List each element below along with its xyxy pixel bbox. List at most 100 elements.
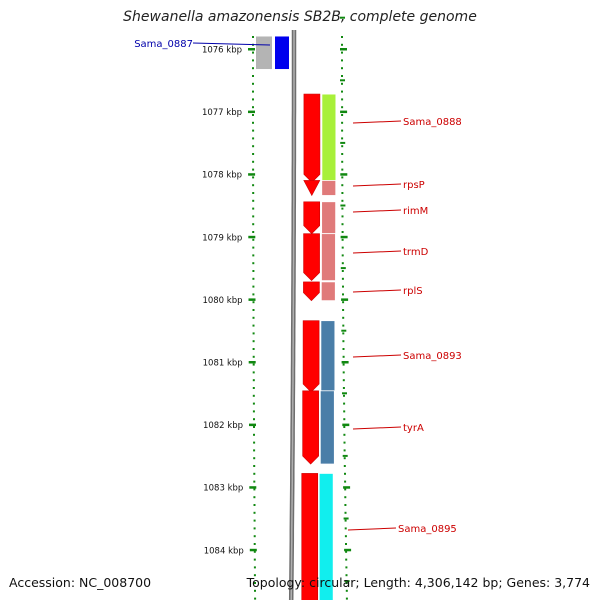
ruler-dot-right <box>343 465 346 467</box>
gene-label-sama-0893[interactable]: Sama_0893 <box>403 351 462 362</box>
gene-arrow-rpsp[interactable] <box>303 180 321 197</box>
ruler-minor-tick-right <box>343 517 349 520</box>
ruler-dot-right <box>341 36 343 38</box>
ruler-dot-right <box>341 67 343 70</box>
ruler-minor-tick-right <box>340 267 346 270</box>
ruler-dot-left <box>252 67 254 70</box>
ruler-major-tick-right <box>342 423 350 427</box>
ruler-major-tick-right <box>340 48 347 51</box>
ruler-minor-tick-right <box>340 141 346 144</box>
ruler-dot-left <box>253 558 256 561</box>
gene-label-tyra[interactable]: tyrA <box>403 423 424 434</box>
ruler-dot-left <box>253 504 256 506</box>
gene-arrow-sama-0893[interactable] <box>302 320 320 393</box>
ruler-dot-left <box>253 418 255 421</box>
gene-arrow-sama-0888[interactable] <box>303 93 321 183</box>
ruler-dot-right <box>341 199 344 202</box>
ruler-dot-right <box>345 566 348 569</box>
category-bar-sama-0895 <box>318 473 334 600</box>
ruler-dot-left <box>252 231 255 233</box>
ruler-dot-left <box>252 207 255 210</box>
ruler-dot-left <box>253 511 256 514</box>
ruler-dot-right <box>341 207 344 210</box>
gene-label-trmd[interactable]: trmD <box>403 247 429 258</box>
ruler-dot-left <box>253 433 255 436</box>
ruler-dot-right <box>341 168 344 171</box>
ruler-dot-right <box>344 496 347 499</box>
ruler-minor-tick-right <box>342 454 348 457</box>
ruler-dot-right <box>342 332 345 335</box>
ruler-dot-right <box>342 387 345 389</box>
ruler-tick-label: 1084 kbp <box>204 546 244 556</box>
ruler-dot-right <box>344 511 347 514</box>
ruler-dot-left <box>253 457 256 460</box>
ruler-dot-right <box>343 394 345 397</box>
ruler-major-tick <box>249 486 257 489</box>
ruler-dot-right <box>341 270 344 272</box>
ruler-dot-right <box>345 550 348 553</box>
ruler-tick-label: 1079 kbp <box>202 233 242 243</box>
gene-arrow-trmd[interactable] <box>303 233 320 282</box>
ruler-major-tick <box>248 48 255 51</box>
ruler-dot-left <box>254 597 257 600</box>
ruler-dot-right <box>343 449 346 452</box>
ruler-dot-left <box>252 129 255 132</box>
ruler-major-tick <box>248 361 256 364</box>
gene-label-sama-0888[interactable]: Sama_0888 <box>403 117 462 128</box>
ruler-dot-left <box>252 270 255 272</box>
ruler-dot-left <box>252 238 255 241</box>
ruler-dot-right <box>341 160 344 163</box>
ruler-dot-right <box>341 75 343 77</box>
ruler-minor-tick-right <box>340 16 345 19</box>
ruler-dot-right <box>341 129 344 132</box>
ruler-tick-label: 1076 kbp <box>202 46 242 56</box>
gene-arrow-tyra[interactable] <box>302 390 319 465</box>
ruler-dot-left <box>253 566 256 569</box>
gene-label-sama-0887[interactable]: Sama_0887 <box>134 39 193 50</box>
ruler-dot-right <box>341 184 344 187</box>
ruler-dot-right <box>342 301 345 304</box>
gene-label-rpsp[interactable]: rpsP <box>403 180 425 191</box>
genome-summary-text: Topology: circular; Length: 4,306,142 bp… <box>246 575 590 590</box>
category-bar-sama-0893 <box>320 320 336 393</box>
gene-arrow-rpls[interactable] <box>303 281 320 302</box>
ruler-dot-left <box>252 363 255 366</box>
ruler-dot-left <box>252 254 255 257</box>
gene-arrow-sama-0895[interactable] <box>301 473 319 600</box>
ruler-dot-left <box>254 589 256 592</box>
ruler-minor-tick-right <box>340 204 346 207</box>
ruler-dot-right <box>342 348 345 350</box>
ruler-dot-right <box>344 519 347 522</box>
category-bar-sama-0887 <box>256 36 272 70</box>
ruler-major-tick <box>248 110 255 114</box>
ruler-dot-left <box>252 285 255 288</box>
ruler-dot-left <box>254 582 256 584</box>
ruler-tick-label: 1081 kbp <box>203 359 243 369</box>
ruler-dot-right <box>341 43 343 46</box>
ruler-major-tick-right <box>341 298 349 301</box>
ruler-dot-right <box>342 293 344 296</box>
gene-arrow-rimm[interactable] <box>303 201 321 235</box>
gene-arrow-sama-0887[interactable] <box>275 36 289 70</box>
gene-label-rimm[interactable]: rimM <box>403 206 428 217</box>
ruler-dot-right <box>341 153 344 155</box>
gene-label-rpls[interactable]: rplS <box>403 286 423 297</box>
ruler-dot-left <box>252 176 255 179</box>
ruler-dot-left <box>253 543 256 545</box>
ruler-dot-left <box>252 114 254 116</box>
ruler-minor-tick-right <box>344 580 350 583</box>
ruler-dot-left <box>253 441 256 444</box>
ruler-major-tick <box>249 548 257 552</box>
ruler-dot-left <box>252 90 254 93</box>
ruler-dot-left <box>252 371 255 374</box>
ruler-dot-right <box>341 176 344 179</box>
leader-line-tyra <box>352 426 402 430</box>
genome-backbone-highlight <box>290 30 295 600</box>
ruler-dot-left <box>252 355 255 358</box>
ruler-dot-left <box>253 574 256 577</box>
ruler-dot-left <box>252 379 255 382</box>
ruler-dot-left <box>252 199 255 202</box>
gene-label-sama-0895[interactable]: Sama_0895 <box>398 524 457 535</box>
ruler-dot-right <box>345 558 348 561</box>
